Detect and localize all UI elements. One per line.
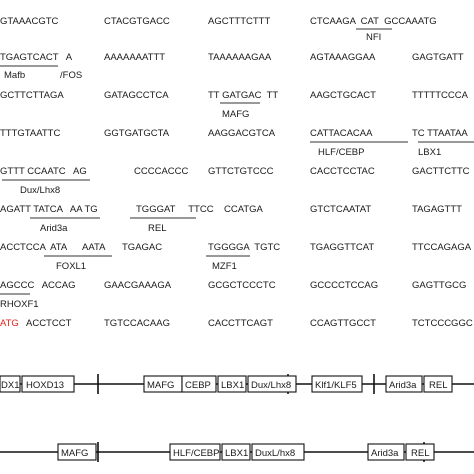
sequence-segment: AGCTTTCTTT (208, 16, 270, 27)
sequence-segment: CCATGA (224, 204, 264, 215)
track-box-lbx1 (217, 375, 247, 393)
sequence-segment: TTTGTAATTC (0, 128, 60, 139)
sequence-segment: GCGCTCCCTC (208, 280, 276, 291)
sequence-segment: GATAGCCTCA (104, 90, 169, 101)
track-label-dx1: DX1 (1, 380, 19, 391)
sequence-segment: TCTCCCGGC (412, 318, 473, 329)
sequence-segment: TGTCCACAAG (104, 318, 170, 329)
sequence-segment: GAGTTGCG (412, 280, 466, 291)
motif-label-mafg: MAFG (222, 109, 249, 120)
track-label-rel: REL (411, 448, 429, 459)
sequence-segment: GTTT CCAATC AG (0, 166, 87, 177)
sequence-segment: CTCAAGA CAT GCCAAATG (310, 16, 437, 27)
track-box-duxl-hx8 (251, 443, 305, 461)
sequence-segment: TGAGAC (122, 242, 162, 253)
track-label-duxl-hx8: DuxL/hx8 (255, 448, 295, 459)
sequence-segment: TAGAGTTT (412, 204, 462, 215)
track-box-rel (405, 443, 435, 461)
sequence-segment: CACCTTCAGT (208, 318, 273, 329)
sequence-segment: GAACGAAAGA (104, 280, 172, 291)
track-label-arid3a: Arid3a (371, 448, 399, 459)
sequence-segment: AGTAAAGGAA (310, 52, 376, 63)
track-box-lbx1 (221, 443, 251, 461)
track-box-hoxd13 (21, 375, 75, 393)
sequence-segment: CCAGTTGCCT (310, 318, 376, 329)
sequence-segment: GTAAACGTC (0, 16, 59, 27)
track-label-klf1-klf5: Klf1/KLF5 (315, 380, 357, 391)
motif-label-rel: REL (148, 223, 166, 234)
track-label-arid3a: Arid3a (389, 380, 417, 391)
track-label-hoxd13: HOXD13 (26, 380, 64, 391)
sequence-segment: CCCCACCC (134, 166, 189, 177)
sequence-segment: GACTTCTTC (412, 166, 470, 177)
motif-label-foxl1: FOXL1 (56, 261, 86, 272)
track-label-dux-lhx8: Dux/Lhx8 (251, 380, 291, 391)
track-box-dx1 (0, 375, 21, 393)
motif-label-rhoxf1: RHOXF1 (0, 299, 39, 310)
track-box-arid3a (367, 443, 405, 461)
track-label-hlf-cebp: HLF/CEBP (173, 448, 219, 459)
sequence-segment: CTACGTGACC (104, 16, 170, 27)
sequence-segment: CACCTCCTAC (310, 166, 375, 177)
track-box-mafg (57, 443, 97, 461)
motif-label-mzf1: MZF1 (212, 261, 237, 272)
motif-label-hlf-cebp: HLF/CEBP (318, 147, 364, 158)
motif-track-1: DX1 HOXD13 MAFG CEBP LBX1 Dux/Lhx8 Klf1/… (0, 374, 474, 394)
motif-label-lbx1: LBX1 (418, 147, 441, 158)
sequence-segment: ACCTCCA ATA AATA (0, 242, 106, 253)
motif-label-dux-lhx8: Dux/Lhx8 (20, 185, 60, 196)
sequence-segment: TTTTTCCCA (412, 90, 469, 101)
sequence-segment: TGGGGA TGTC (208, 242, 280, 253)
motif-label-nfi: NFI (366, 32, 381, 43)
sequence-segment: GCTTCTTAGA (0, 90, 64, 101)
sequence-segment: GTTCTGTCCC (208, 166, 274, 177)
sequence-segment: AGCCC ACCAG (0, 280, 76, 291)
track-label-cebp: CEBP (185, 380, 211, 391)
track-box-rel (423, 375, 453, 393)
sequence-segment: ACCTCCT (26, 318, 72, 329)
sequence-segment: TGAGTCACT A (0, 52, 73, 63)
sequence-segment: GGTGATGCTA (104, 128, 170, 139)
start-codon: ATG (0, 318, 19, 329)
sequence-segment: TT GATGAC TT (208, 90, 278, 101)
motif-track-2: MAFG HLF/CEBP LBX1 DuxL/hx8 Arid3a REL (0, 442, 474, 462)
sequence-segment: GCCCCTCCAG (310, 280, 378, 291)
sequence-segment: GTCTCAATAT (310, 204, 371, 215)
track-label-mafg: MAFG (147, 380, 174, 391)
sequence-segment: TGAGGTTCAT (310, 242, 374, 253)
sequence-segment: TTCCAGAGA (412, 242, 472, 253)
track-box-klf1-klf5 (311, 375, 363, 393)
sequence-segment: AAGGACGTCA (208, 128, 276, 139)
track-box-cebp (181, 375, 217, 393)
track-label-lbx1: LBX1 (221, 380, 244, 391)
track-box-arid3a (385, 375, 423, 393)
sequence-segment: CATTACACAA (310, 128, 373, 139)
motif-label-mafb: Mafb (4, 70, 25, 81)
sequence-segment: AAAAAAATTT (104, 52, 165, 63)
sequence-segment: TGGGAT TTCC (136, 204, 214, 215)
track-label-lbx1: LBX1 (225, 448, 248, 459)
motif-label-fos: /FOS (60, 70, 82, 81)
track-box-dux-lhx8 (247, 375, 297, 393)
track-label-mafg: MAFG (61, 448, 88, 459)
track-label-rel: REL (429, 380, 447, 391)
motif-label-arid3a: Arid3a (40, 223, 68, 234)
sequence-segment: TAAAAAAGAA (208, 52, 272, 63)
sequence-segment: AGATT TATCA AA TG (0, 204, 98, 215)
sequence-segment: TC TTAATAA (412, 128, 468, 139)
track-box-hlf-cebp (169, 443, 221, 461)
sequence-segment: GAGTGATT (412, 52, 464, 63)
sequence-segment: AAGCTGCACT (310, 90, 376, 101)
